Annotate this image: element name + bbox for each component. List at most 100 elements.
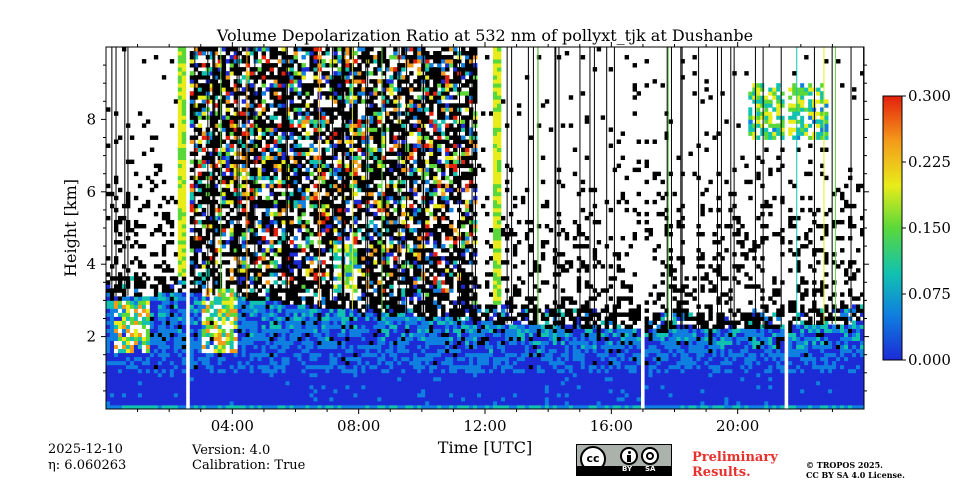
heatmap-cell [357, 95, 362, 100]
heatmap-cell [245, 320, 251, 325]
heatmap-cell [265, 131, 270, 136]
heatmap-cell [257, 248, 262, 253]
heatmap-cell [181, 143, 187, 148]
heatmap-cell [321, 356, 326, 362]
heatmap-cell [285, 336, 290, 342]
heatmap-cell [265, 340, 270, 346]
heatmap-cell [161, 312, 167, 317]
heatmap-cell [233, 372, 239, 378]
heatmap-cell [153, 276, 159, 281]
heatmap-cell [325, 328, 330, 333]
heatmap-cell [365, 316, 370, 321]
heatmap-cell [165, 368, 171, 374]
heatmap-cell [329, 384, 334, 390]
heatmap-cell [293, 248, 298, 253]
heatmap-cell [177, 67, 183, 72]
heatmap-cell [189, 264, 195, 269]
heatmap-cell [117, 272, 123, 277]
heatmap-cell [125, 380, 131, 386]
heatmap-cell [177, 103, 183, 108]
heatmap-cell [389, 328, 394, 333]
heatmap-cell [285, 388, 290, 394]
heatmap-cell [245, 71, 251, 76]
heatmap-cell [377, 248, 382, 253]
heatmap-cell [269, 288, 274, 293]
heatmap-cell [301, 207, 306, 213]
heatmap-cell [265, 264, 270, 269]
heatmap-cell [405, 232, 410, 237]
heatmap-cell [305, 111, 310, 116]
heatmap-cell [353, 324, 358, 329]
heatmap-cell [213, 191, 219, 197]
heatmap-cell [309, 47, 314, 52]
heatmap-cell [149, 388, 155, 394]
heatmap-cell [201, 400, 207, 406]
heatmap-cell [137, 280, 143, 285]
heatmap-cell [213, 316, 219, 321]
heatmap-cell [277, 324, 282, 329]
heatmap-cell [225, 127, 231, 132]
heatmap-cell [277, 364, 282, 370]
heatmap-cell [293, 187, 298, 193]
heatmap-cell [385, 268, 390, 273]
heatmap-cell [149, 348, 155, 354]
heatmap-cell [289, 155, 294, 161]
heatmap-cell [129, 356, 135, 362]
heatmap-cell [381, 143, 386, 148]
heatmap-cell [293, 284, 298, 289]
heatmap-cell [217, 280, 223, 285]
heatmap-cell [377, 260, 382, 265]
heatmap-cell [221, 380, 227, 386]
heatmap-cell [349, 320, 354, 325]
heatmap-cell [125, 340, 131, 346]
heatmap-cell [369, 308, 374, 313]
heatmap-cell [369, 264, 374, 269]
heatmap-cell [269, 151, 274, 156]
heatmap-cell [213, 87, 219, 92]
heatmap-cell [313, 384, 318, 390]
heatmap-cell [221, 155, 227, 161]
heatmap-cell [201, 360, 207, 366]
heatmap-cell [225, 111, 231, 116]
heatmap-cell [261, 183, 266, 189]
heatmap-cell [305, 316, 310, 321]
heatmap-cell [225, 376, 231, 382]
heatmap-cell [177, 111, 183, 116]
heatmap-cell [401, 143, 406, 148]
heatmap-cell [129, 404, 135, 409]
heatmap-cell [349, 55, 354, 60]
heatmap-cell [197, 308, 203, 313]
heatmap-cell [333, 179, 338, 185]
heatmap-cell [325, 203, 330, 209]
heatmap-cell [197, 316, 203, 321]
heatmap-cell [293, 332, 298, 337]
heatmap-cell [369, 248, 374, 253]
heatmap-cell [409, 127, 414, 132]
heatmap-cell [413, 228, 418, 233]
heatmap-cell [417, 392, 422, 398]
heatmap-cell [349, 119, 354, 124]
heatmap-cell [241, 91, 247, 96]
heatmap-cell [221, 252, 227, 257]
heatmap-cell [313, 352, 318, 358]
heatmap-cell [177, 223, 183, 229]
heatmap-cell [257, 103, 262, 108]
heatmap-cell [181, 252, 187, 257]
heatmap-cell [381, 95, 386, 100]
heatmap-cell [353, 103, 358, 108]
heatmap-cell [233, 195, 239, 201]
heatmap-cell [133, 404, 139, 409]
heatmap-cell [341, 320, 346, 325]
heatmap-cell [173, 324, 179, 329]
heatmap-cell [397, 388, 402, 394]
heatmap-cell [181, 219, 187, 225]
heatmap-cell [145, 336, 151, 342]
heatmap-cell [257, 143, 262, 148]
heatmap-cell [113, 344, 119, 350]
heatmap-cell [397, 392, 402, 398]
heatmap-cell [201, 328, 207, 333]
heatmap-cell [345, 163, 350, 169]
heatmap-cell [149, 380, 155, 386]
heatmap-cell [133, 316, 139, 321]
heatmap-cell [217, 360, 223, 366]
